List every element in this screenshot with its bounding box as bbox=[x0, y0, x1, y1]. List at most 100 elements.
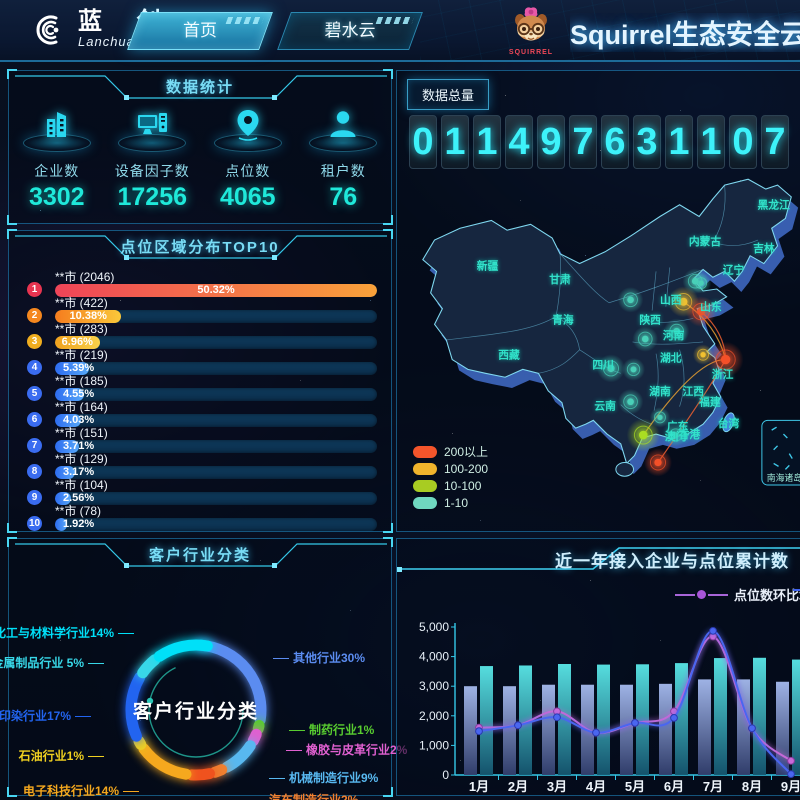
top10-row-main: **市 (219) 5.39% bbox=[55, 349, 377, 375]
map-marker bbox=[707, 341, 744, 378]
top10-percent-label: 5.39% bbox=[63, 362, 95, 374]
top10-percent-label: 1.92% bbox=[63, 518, 95, 530]
top10-row: 5 **市 (185) 4.55% bbox=[23, 375, 377, 401]
donut-label: 汽车制造行业2% bbox=[249, 791, 358, 800]
province-label: 西藏 bbox=[498, 349, 520, 362]
rank-badge: 8 bbox=[27, 464, 42, 479]
province-label: 青海 bbox=[552, 313, 574, 326]
province-label: 内蒙古 bbox=[689, 235, 722, 248]
top10-row-label: **市 (151) bbox=[55, 426, 108, 440]
province-label: 湖南 bbox=[649, 385, 671, 398]
squirrel-icon bbox=[515, 7, 547, 41]
top10-row: 4 **市 (219) 5.39% bbox=[23, 349, 377, 375]
growth-legend-item-2[interactable] bbox=[793, 585, 800, 595]
stat-value: 17256 bbox=[117, 183, 188, 211]
province-label: 陕西 bbox=[639, 313, 661, 326]
top10-percent-label: 10.38% bbox=[69, 310, 107, 322]
donut-segment bbox=[153, 639, 213, 662]
province-border bbox=[538, 349, 580, 374]
counter-digit: 0 bbox=[409, 115, 437, 169]
province-border bbox=[555, 253, 562, 317]
monitor-icon bbox=[138, 113, 168, 134]
bar-series-2 bbox=[792, 659, 800, 775]
donut-label: 石油行业1% bbox=[19, 747, 104, 764]
line-point bbox=[592, 728, 600, 737]
legend-label: 1-10 bbox=[444, 495, 469, 510]
top10-row-label: **市 (219) bbox=[55, 348, 108, 362]
legend-swatch bbox=[413, 462, 437, 475]
map-legend-item: 1-10 bbox=[413, 494, 488, 511]
counter-digit: 1 bbox=[697, 115, 725, 169]
top10-percent-label: 50.32% bbox=[197, 284, 235, 296]
province-border bbox=[446, 316, 557, 341]
tab-home[interactable]: 首页 bbox=[127, 12, 273, 50]
province-border bbox=[653, 353, 659, 411]
app-title: Squirrel生态安全云平台 bbox=[570, 20, 800, 50]
counter-digit: 0 bbox=[729, 115, 757, 169]
donut-segment bbox=[138, 743, 192, 780]
top10-bar-fill bbox=[55, 284, 377, 297]
top10-row-main: **市 (151) 3.71% bbox=[55, 427, 377, 453]
top10-row-label: **市 (422) bbox=[55, 296, 108, 310]
top10-bar-track: 6.96% bbox=[55, 336, 377, 349]
donut-label: 橡胶与皮革行业2% bbox=[286, 741, 407, 758]
header-grid-decoration bbox=[420, 0, 800, 60]
top10-percent-label: 4.03% bbox=[63, 414, 95, 426]
donut-segment bbox=[252, 720, 265, 735]
donut-label: 纺织与印染行业17% bbox=[0, 707, 91, 724]
x-axis-label: 4月 bbox=[586, 779, 606, 794]
stats-panel-title: 数据统计 bbox=[165, 79, 234, 96]
growth-legend-item[interactable]: 点位数环比增长率 bbox=[675, 585, 800, 604]
top10-panel-title: 点位区域分布TOP10 bbox=[120, 239, 280, 256]
soundwave-logo-icon bbox=[36, 15, 59, 44]
counter-digit: 4 bbox=[505, 115, 533, 169]
province-border bbox=[559, 253, 610, 304]
bar-series-1 bbox=[464, 686, 477, 775]
y-axis-tick-label: 3,000 bbox=[419, 679, 449, 693]
legend-swatch bbox=[413, 496, 437, 509]
x-axis-label: 9月 bbox=[781, 779, 800, 794]
province-label: 广东 bbox=[667, 420, 689, 433]
bar-series-2 bbox=[714, 658, 727, 775]
bar-series-1 bbox=[737, 679, 750, 775]
rank-badge: 9 bbox=[27, 490, 42, 505]
counter-digit: 1 bbox=[441, 115, 469, 169]
top10-bar-fill bbox=[55, 466, 76, 479]
top10-row: 8 **市 (129) 3.17% bbox=[23, 453, 377, 479]
top10-row-main: **市 (78) 1.92% bbox=[55, 505, 377, 531]
province-label: 辽宁 bbox=[723, 263, 745, 276]
y-axis-tick-label: 4,000 bbox=[419, 650, 449, 664]
bar-series-1 bbox=[542, 684, 555, 775]
map-marker bbox=[622, 357, 645, 381]
bar-series-2 bbox=[519, 665, 532, 775]
tab-bishuiyun[interactable]: 碧水云 bbox=[277, 12, 423, 50]
top10-bar-track: 5.39% bbox=[55, 362, 377, 375]
province-label: 台湾 bbox=[718, 417, 740, 430]
province-border bbox=[679, 349, 685, 407]
counter-digit: 7 bbox=[761, 115, 789, 169]
legend-label: 100-200 bbox=[444, 461, 489, 476]
province-border bbox=[665, 267, 671, 307]
top10-bar-fill bbox=[55, 414, 81, 427]
x-axis-label: 1月 bbox=[469, 779, 489, 794]
map-marker bbox=[643, 448, 673, 477]
legend-swatch bbox=[413, 445, 437, 458]
top10-row-main: **市 (104) 2.56% bbox=[55, 479, 377, 505]
top10-row-label: **市 (164) bbox=[55, 400, 108, 414]
building-icon bbox=[46, 112, 66, 137]
industry-panel: 客户行业分类 客户行业分类 其他行业30% 制药行业1% 橡胶与皮革行业2% 机械制造… bbox=[0, 537, 407, 800]
rank-badge: 4 bbox=[27, 360, 42, 375]
donut-label: 机械制造行业9% bbox=[269, 769, 378, 786]
top10-percent-label: 2.56% bbox=[63, 492, 95, 504]
counter-digit: 1 bbox=[665, 115, 693, 169]
top10-row-main: **市 (2046) 50.32% bbox=[55, 271, 377, 297]
top10-bar-track: 10.38% bbox=[55, 310, 377, 323]
province-border bbox=[555, 316, 580, 350]
rank-badge: 2 bbox=[27, 308, 42, 323]
top10-percent-label: 3.17% bbox=[63, 466, 95, 478]
top10-panel: 点位区域分布TOP10 1 **市 (2046) 50.32% 2 **市 (422) 1… bbox=[7, 229, 393, 533]
rank-badge: 5 bbox=[27, 386, 42, 401]
bar-series-2 bbox=[480, 666, 493, 775]
